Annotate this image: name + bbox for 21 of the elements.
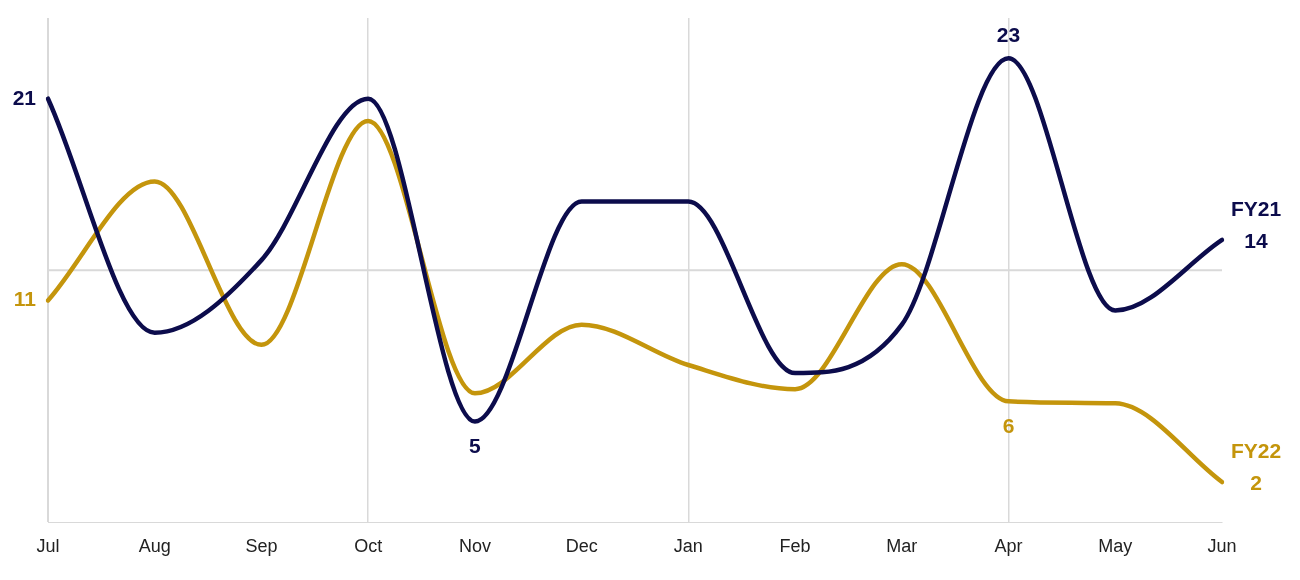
x-tick-label: Sep <box>245 536 278 557</box>
x-tick-label: Aug <box>138 536 171 557</box>
x-tick-label: Oct <box>354 536 383 557</box>
x-tick-label: Dec <box>565 536 598 557</box>
series-label: FY21 <box>1230 196 1282 220</box>
data-label: 5 <box>469 434 482 458</box>
x-tick-label: Nov <box>458 536 491 557</box>
data-label: 14 <box>1244 228 1268 252</box>
x-tick-label: May <box>1098 536 1133 557</box>
x-tick-label: Jun <box>1207 536 1237 557</box>
data-label: 23 <box>996 23 1021 47</box>
data-label: 21 <box>12 85 37 109</box>
x-tick-label: Feb <box>779 536 811 557</box>
data-label: 6 <box>1002 414 1015 438</box>
data-label: 2 <box>1250 470 1262 494</box>
x-tick-label: Jul <box>36 536 60 557</box>
x-tick-label: Apr <box>994 536 1023 557</box>
x-tick-label: Mar <box>886 536 918 557</box>
data-label: 11 <box>13 287 37 311</box>
x-tick-label: Jan <box>673 536 703 557</box>
series-label: FY22 <box>1230 438 1282 462</box>
